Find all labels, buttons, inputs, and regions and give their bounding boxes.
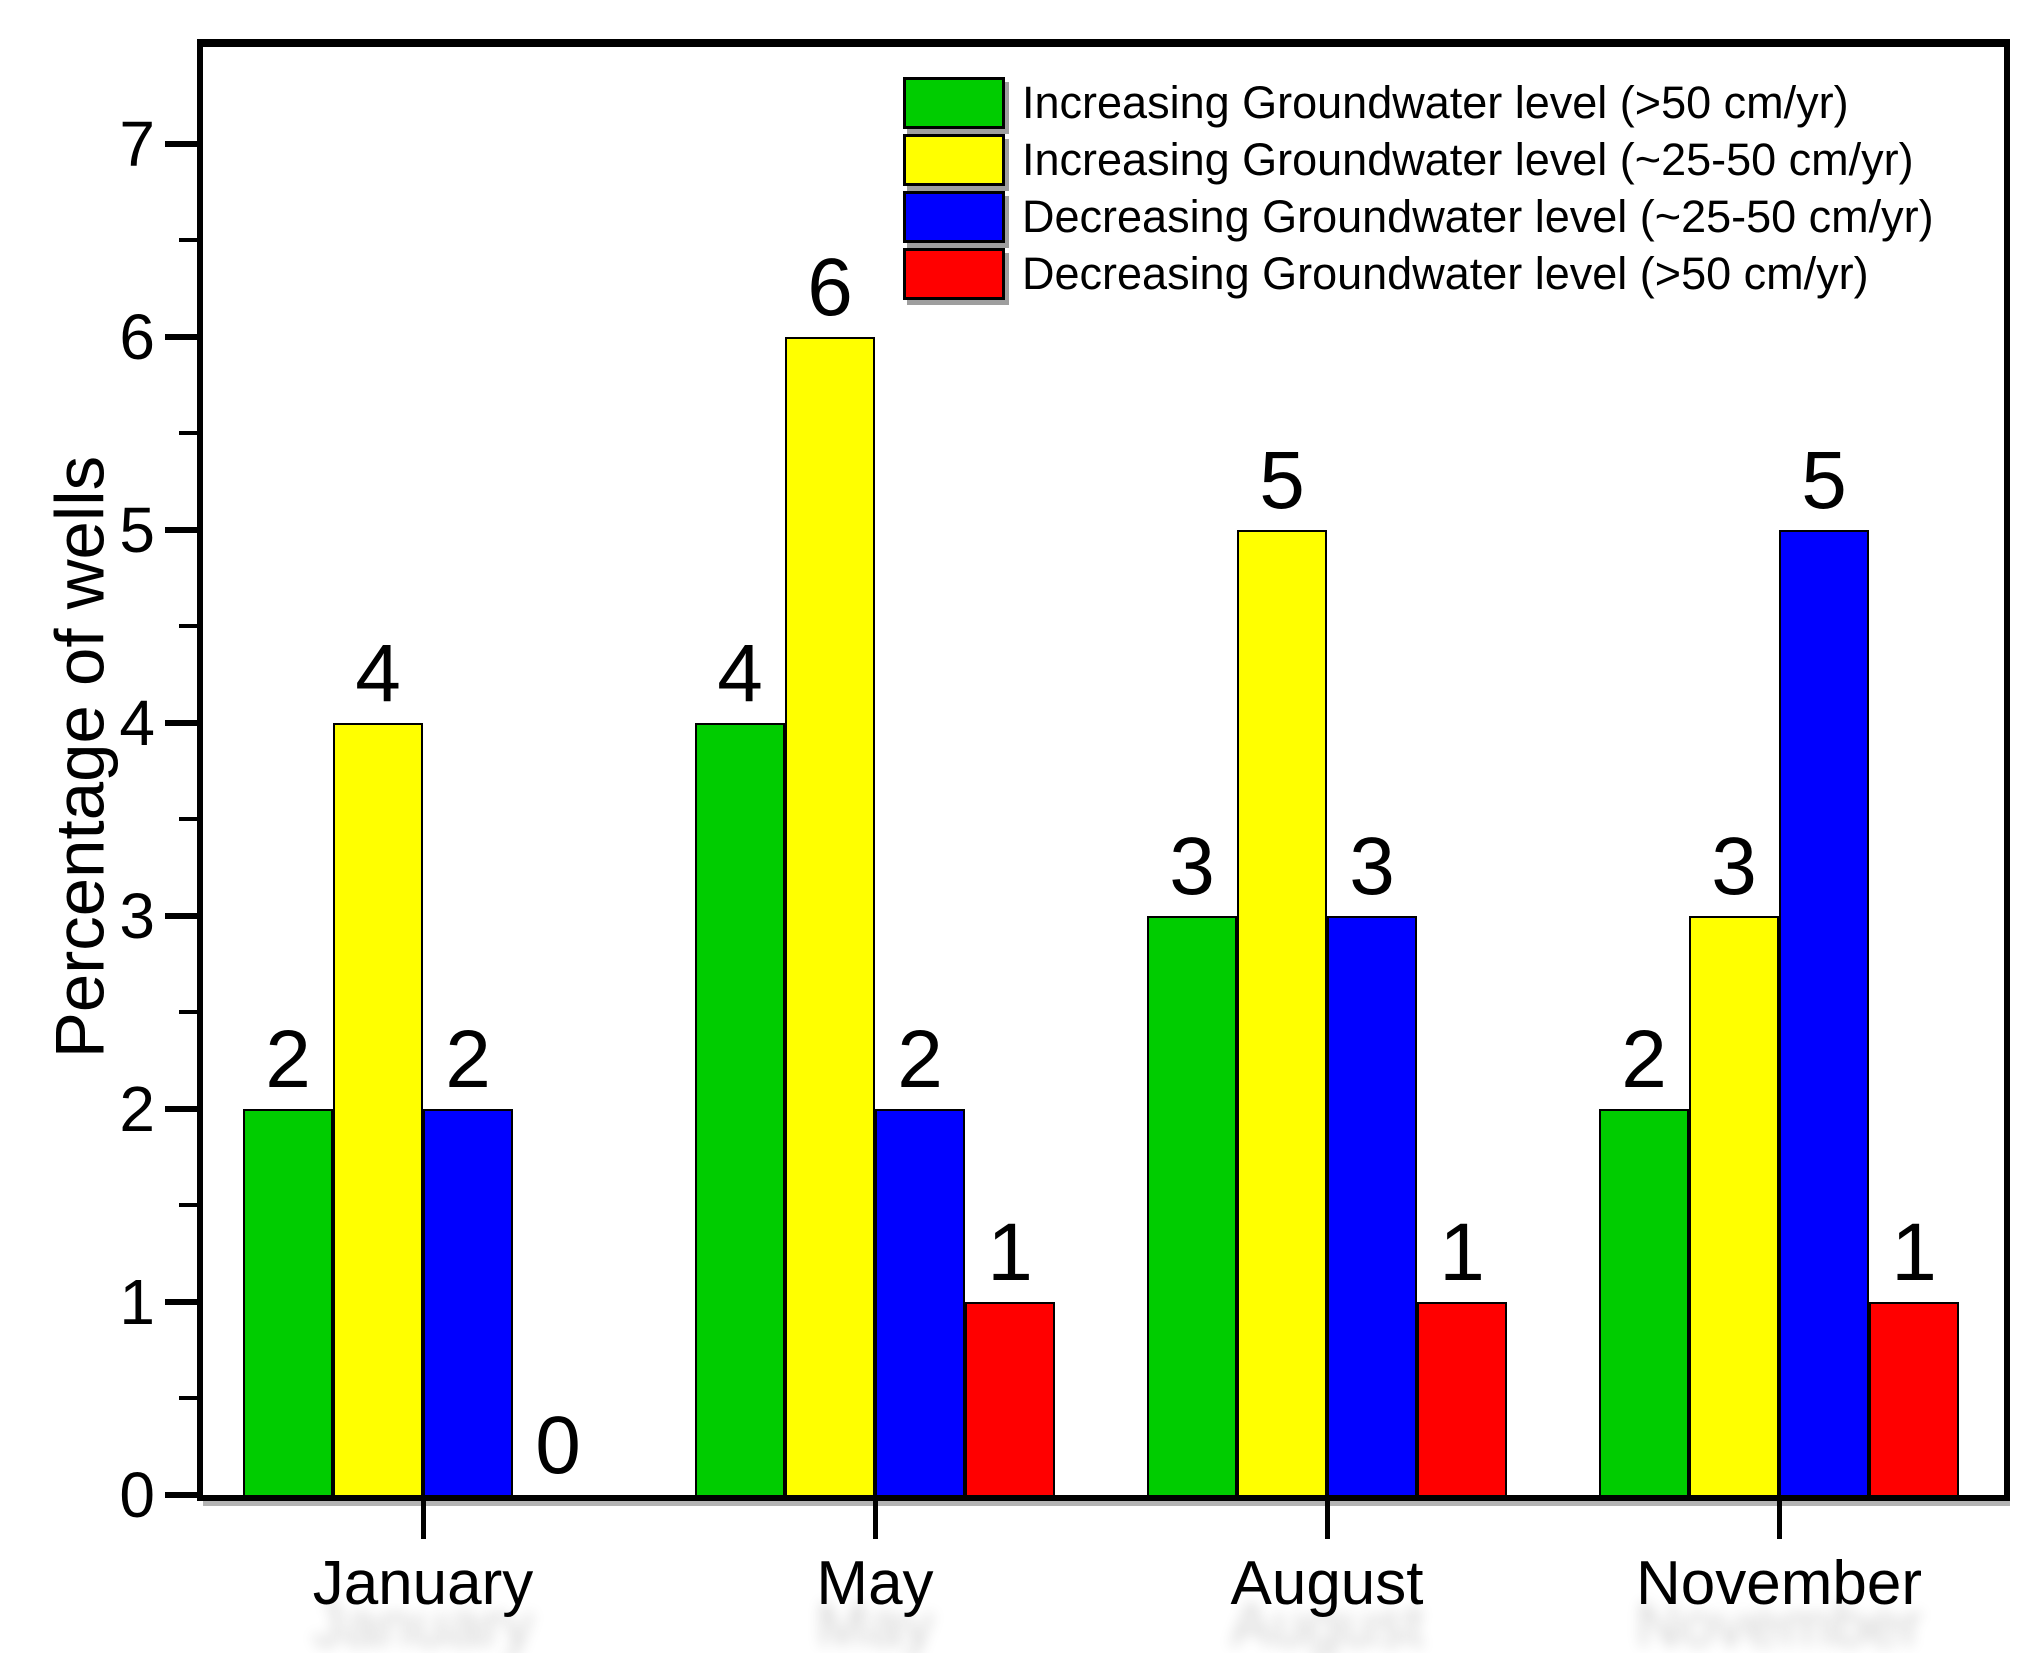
y-minor-tick xyxy=(179,1396,197,1401)
y-major-tick xyxy=(165,140,197,147)
bar-value-label: 2 xyxy=(265,1013,311,1105)
bar-august-decreasing-gt50 xyxy=(1417,1301,1507,1495)
bar-august-increasing-gt50 xyxy=(1147,915,1237,1495)
legend-swatch-increasing-25-50 xyxy=(903,134,1005,186)
x-category-label-january: January xyxy=(312,1549,534,1618)
bar-value-label: 3 xyxy=(1349,820,1395,912)
bar-value-label: 4 xyxy=(355,627,401,719)
y-tick-label: 4 xyxy=(119,686,155,759)
bar-value-label: 2 xyxy=(1621,1013,1667,1105)
bar-november-increasing-25-50 xyxy=(1689,915,1779,1495)
y-tick-label: 6 xyxy=(119,300,155,373)
y-tick-label: 7 xyxy=(119,107,155,180)
legend-label-decreasing-25-50: Decreasing Groundwater level (~25-50 cm/… xyxy=(1022,191,1934,242)
bar-november-increasing-gt50 xyxy=(1599,1108,1689,1495)
bar-value-label: 3 xyxy=(1169,820,1215,912)
bar-value-label: 1 xyxy=(1439,1206,1485,1298)
bar-value-label: 4 xyxy=(717,627,763,719)
y-major-tick xyxy=(165,333,197,340)
x-category-label-november: November xyxy=(1636,1549,1922,1618)
y-minor-tick xyxy=(179,817,197,822)
y-minor-tick xyxy=(179,1010,197,1015)
y-minor-tick xyxy=(179,624,197,629)
y-major-tick xyxy=(165,1105,197,1112)
y-major-tick xyxy=(165,1298,197,1305)
y-tick-label: 2 xyxy=(119,1072,155,1145)
legend-label-increasing-25-50: Increasing Groundwater level (~25-50 cm/… xyxy=(1022,134,1914,185)
y-minor-tick xyxy=(179,1203,197,1208)
y-minor-tick xyxy=(179,238,197,243)
y-major-tick xyxy=(165,912,197,919)
bar-november-decreasing-gt50 xyxy=(1869,1301,1959,1495)
y-major-tick xyxy=(165,526,197,533)
bar-value-label: 1 xyxy=(1891,1206,1937,1298)
x-category-label-august: August xyxy=(1230,1549,1424,1618)
bar-november-decreasing-25-50 xyxy=(1779,529,1869,1495)
x-tick-november xyxy=(1777,1501,1782,1539)
bar-may-decreasing-25-50 xyxy=(875,1108,965,1495)
bar-january-increasing-gt50 xyxy=(243,1108,333,1495)
y-tick-label: 3 xyxy=(119,879,155,952)
bar-may-increasing-gt50 xyxy=(695,722,785,1495)
bar-value-label: 2 xyxy=(445,1013,491,1105)
bar-value-label: 0 xyxy=(535,1400,581,1491)
y-tick-label: 5 xyxy=(119,493,155,566)
legend-label-decreasing-gt50: Decreasing Groundwater level (>50 cm/yr) xyxy=(1022,248,1869,299)
bar-value-label: 5 xyxy=(1801,434,1847,526)
y-minor-tick xyxy=(179,431,197,436)
x-axis-shadow xyxy=(203,1501,2010,1506)
bar-august-decreasing-25-50 xyxy=(1327,915,1417,1495)
bar-value-label: 1 xyxy=(987,1206,1033,1298)
x-tick-august xyxy=(1325,1501,1330,1539)
legend-swatch-increasing-gt50 xyxy=(903,77,1005,129)
legend-label-increasing-gt50: Increasing Groundwater level (>50 cm/yr) xyxy=(1022,77,1849,128)
legend-swatch-decreasing-25-50 xyxy=(903,191,1005,243)
bar-january-decreasing-25-50 xyxy=(423,1108,513,1495)
legend-swatch-decreasing-gt50 xyxy=(903,248,1005,300)
x-category-label-may: May xyxy=(816,1549,934,1618)
bar-may-increasing-25-50 xyxy=(785,336,875,1495)
bar-value-label: 5 xyxy=(1259,434,1305,526)
bars-layer: 2 4 2 0 4 6 2 1 3 5 3 1 2 3 5 1 xyxy=(203,47,2004,1495)
x-tick-may xyxy=(873,1501,878,1539)
bar-january-increasing-25-50 xyxy=(333,722,423,1495)
bar-august-increasing-25-50 xyxy=(1237,529,1327,1495)
y-tick-label: 0 xyxy=(119,1459,155,1531)
y-major-tick xyxy=(165,719,197,726)
y-major-tick xyxy=(165,1492,197,1498)
bar-value-label: 6 xyxy=(807,241,853,333)
bar-value-label: 2 xyxy=(897,1013,943,1105)
bar-value-label: 3 xyxy=(1711,820,1757,912)
plot-area xyxy=(197,39,2010,1501)
bar-may-decreasing-gt50 xyxy=(965,1301,1055,1495)
y-tick-label: 1 xyxy=(119,1265,155,1338)
x-tick-january xyxy=(421,1501,426,1539)
